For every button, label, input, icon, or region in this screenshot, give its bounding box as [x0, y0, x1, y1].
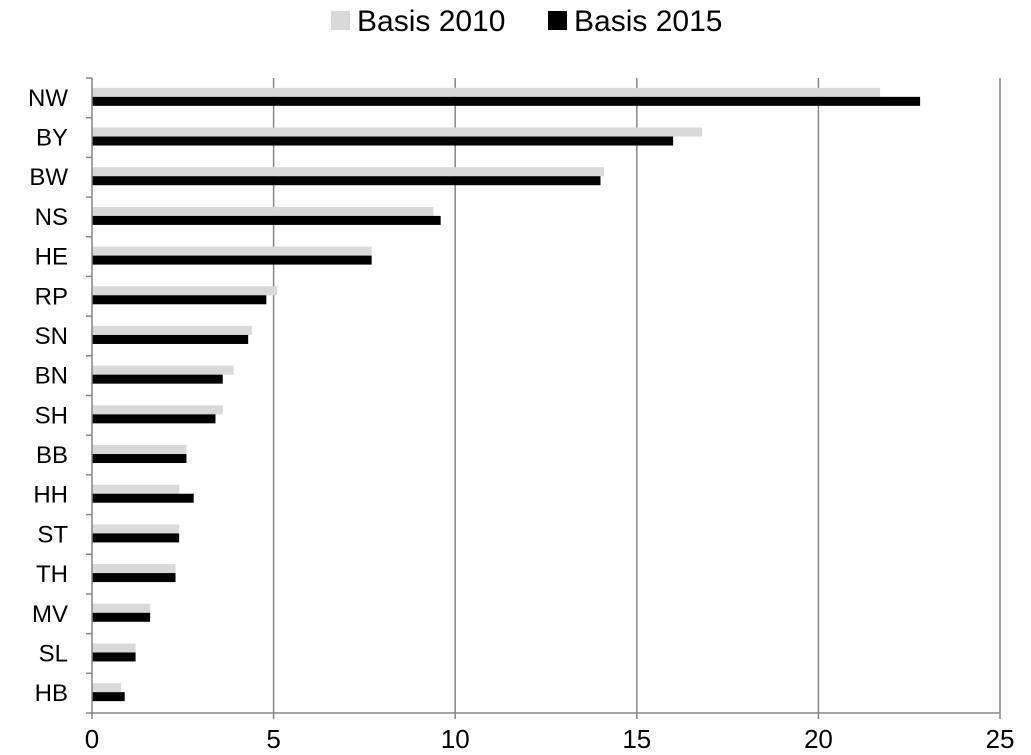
bar-basis-2010-bw	[92, 167, 605, 177]
legend-swatch	[548, 11, 567, 30]
legend[interactable]: Basis 2010 Basis 2015	[331, 5, 722, 38]
category-label: SH	[35, 402, 68, 429]
category-label: HE	[35, 244, 68, 271]
category-label: MV	[32, 601, 68, 628]
bar-basis-2015-bn	[92, 374, 223, 384]
bar-basis-2015-th	[92, 573, 176, 583]
x-tick-label: 0	[85, 724, 99, 754]
bar-basis-2015-nw	[92, 96, 921, 106]
bar-basis-2015-sl	[92, 652, 136, 662]
category-label: HH	[33, 482, 68, 509]
y-axis-categories: NW BY BW NS HE RP SN BN SH BB HH ST TH MV SL HB	[28, 85, 68, 707]
category-label: ST	[37, 521, 68, 548]
bar-basis-2010-sn	[92, 325, 252, 335]
bar-basis-2010-he	[92, 246, 372, 256]
x-tick-label: 15	[622, 724, 651, 754]
axes	[86, 77, 1000, 714]
bar-basis-2010-hb	[92, 683, 122, 693]
bars	[92, 87, 921, 702]
category-label: BW	[29, 164, 68, 191]
bar-basis-2015-ns	[92, 215, 441, 225]
bar-basis-2010-sh	[92, 405, 223, 415]
x-tick-label: 5	[266, 724, 280, 754]
bar-basis-2010-bn	[92, 365, 234, 375]
x-tick-label: 10	[441, 724, 470, 754]
category-label: NS	[35, 204, 68, 231]
legend-item-basis-2010[interactable]: Basis 2010	[331, 5, 505, 38]
bar-basis-2010-nw	[92, 87, 881, 97]
legend-label: Basis 2015	[574, 5, 722, 38]
bar-basis-2015-he	[92, 255, 372, 265]
bar-basis-2015-hh	[92, 493, 194, 503]
bar-basis-2010-bb	[92, 445, 187, 455]
bar-basis-2010-ns	[92, 206, 434, 216]
x-axis-ticks: 0 5 10 15 20 25	[85, 713, 1015, 754]
category-label: BN	[35, 363, 68, 390]
bar-basis-2010-sl	[92, 643, 136, 653]
bar-basis-2010-hh	[92, 484, 180, 494]
legend-swatch	[331, 11, 350, 30]
bar-basis-2010-st	[92, 524, 180, 534]
bar-basis-2010-mv	[92, 603, 151, 613]
category-label: TH	[36, 561, 68, 588]
x-tick-label: 25	[986, 724, 1015, 754]
category-label: HB	[35, 680, 68, 707]
bar-basis-2015-rp	[92, 295, 267, 305]
bar-basis-2015-sh	[92, 414, 216, 424]
bar-basis-2015-mv	[92, 612, 151, 622]
bar-basis-2010-by	[92, 127, 703, 137]
category-label: RP	[35, 283, 68, 310]
bar-basis-2015-hb	[92, 692, 125, 702]
category-label: SL	[39, 640, 68, 667]
category-label: BB	[36, 442, 68, 469]
bar-basis-2015-bb	[92, 454, 187, 464]
x-tick-label: 20	[804, 724, 833, 754]
category-label: NW	[28, 85, 68, 112]
category-label: SN	[35, 323, 68, 350]
legend-item-basis-2015[interactable]: Basis 2015	[548, 5, 722, 38]
bar-basis-2015-sn	[92, 334, 249, 344]
bar-basis-2010-th	[92, 564, 176, 574]
bar-basis-2010-rp	[92, 286, 278, 296]
category-label: BY	[36, 125, 68, 152]
bar-basis-2015-by	[92, 136, 674, 146]
bar-basis-2015-st	[92, 533, 180, 543]
bar-basis-2015-bw	[92, 176, 601, 186]
legend-label: Basis 2010	[357, 5, 505, 38]
